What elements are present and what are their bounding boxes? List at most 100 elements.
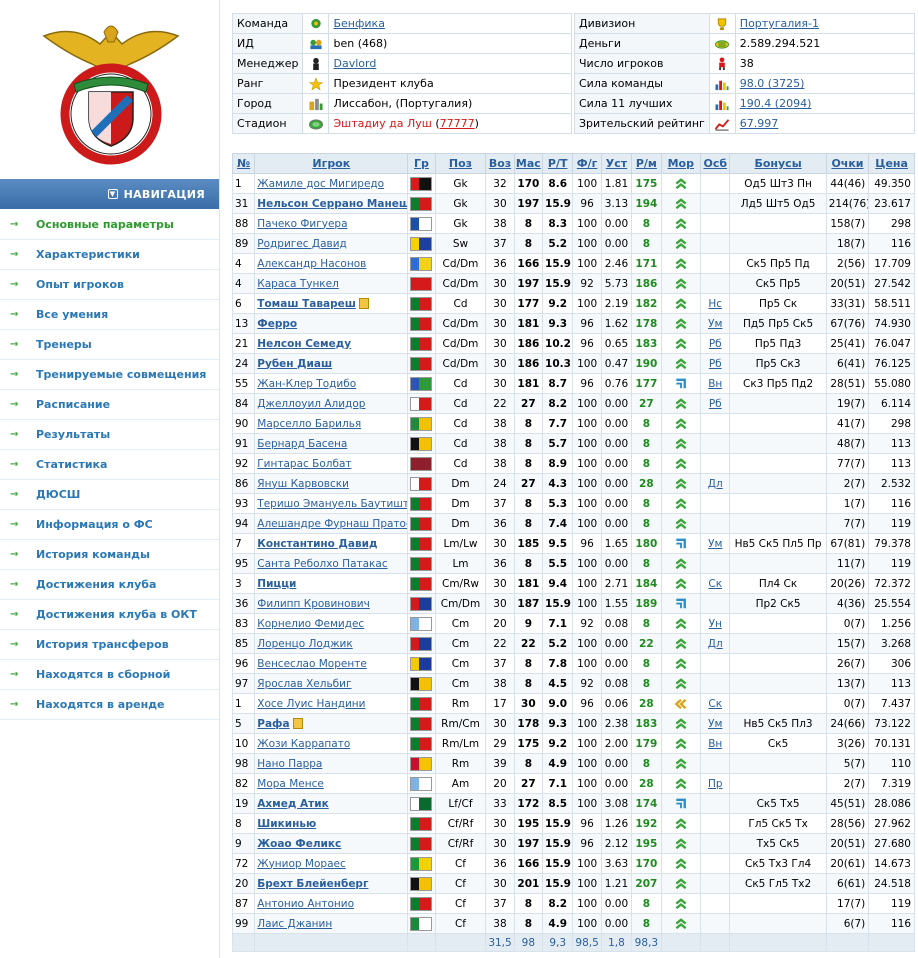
column-header-6[interactable]: Мас [513, 153, 544, 174]
player-name-link[interactable]: Хосе Луис Нандини [257, 697, 366, 710]
player-special-link[interactable]: Пр [707, 777, 723, 790]
stadium-link[interactable]: Эштадиу да Луш [333, 117, 432, 130]
nav-item-4[interactable]: → Все умения [0, 300, 219, 330]
column-header-14[interactable]: Очки [825, 153, 870, 174]
player-special-link[interactable]: Ум [708, 717, 723, 730]
column-header-9[interactable]: Уст [600, 153, 633, 174]
player-special-link[interactable]: Нс [708, 297, 723, 310]
player-name-link[interactable]: Пачеко Фигуера [257, 217, 348, 230]
column-header-7[interactable]: Р/Т [542, 153, 574, 174]
player-special-link[interactable]: Ун [708, 617, 722, 630]
player-name-link[interactable]: Нелсон Семеду [257, 337, 352, 350]
player-special-link[interactable]: Дл [707, 637, 723, 650]
player-special-link[interactable]: Рб [708, 357, 722, 370]
player-name-link[interactable]: Ярослав Хельбиг [257, 677, 352, 690]
nav-item-10[interactable]: → ДЮСШ [0, 480, 219, 510]
player-name-link[interactable]: Рубен Диаш [257, 357, 333, 370]
player-name-link[interactable]: Нано Парра [257, 757, 323, 770]
player-name-link[interactable]: Гинтарас Болбат [257, 457, 352, 470]
player-name-link[interactable]: Ахмед Атик [257, 797, 329, 810]
player-special-link[interactable]: Вн [708, 737, 723, 750]
column-header-4[interactable]: Поз [434, 153, 487, 174]
player-name-link[interactable]: Жоао Феликс [257, 837, 342, 850]
player-name-link[interactable]: Бернард Басена [257, 437, 348, 450]
player-name-link[interactable]: Жамиле дос Мигиредо [257, 177, 385, 190]
nav-toggle-icon[interactable]: ▼ [107, 189, 118, 199]
nav-item-3[interactable]: → Опыт игроков [0, 270, 219, 300]
nav-item-8[interactable]: → Результаты [0, 420, 219, 450]
player-name-link[interactable]: Жози Каррапато [257, 737, 351, 750]
player-name-link[interactable]: Лоренцо Лоджик [257, 637, 353, 650]
player-name-link[interactable]: Караса Тункел [257, 277, 339, 290]
player-name-link[interactable]: Константино Давид [257, 537, 378, 550]
nav-item-2[interactable]: → Характеристики [0, 240, 219, 270]
nav-item-6[interactable]: → Тренируемые совмещения [0, 360, 219, 390]
player-name-link[interactable]: Алешандре Фурнаш Пратос [257, 517, 408, 530]
player-special-link[interactable]: Ск [708, 697, 723, 710]
player-name-link[interactable]: Януш Карвовски [257, 477, 349, 490]
player-form: 100 [572, 753, 602, 774]
player-name-link[interactable]: Родригес Давид [257, 237, 347, 250]
nav-item-5[interactable]: → Тренеры [0, 330, 219, 360]
player-name-link[interactable]: Филипп Кровинович [257, 597, 370, 610]
note-icon[interactable] [358, 298, 369, 309]
player-special-link[interactable]: Рб [708, 397, 722, 410]
column-header-8[interactable]: Ф/г [572, 153, 602, 174]
column-header-10[interactable]: Р/м [631, 153, 662, 174]
player-special-link[interactable]: Дл [707, 477, 723, 490]
nav-item-1[interactable]: → Основные параметры [0, 210, 219, 240]
note-icon[interactable] [292, 718, 303, 729]
player-name-link[interactable]: Мора Менсе [257, 777, 324, 790]
player-name-link[interactable]: Санта Реболхо Патакас [257, 557, 388, 570]
nav-item-15[interactable]: → История трансферов [0, 630, 219, 660]
table-row: 9 Жоао Феликс Cf/Rf 30 197 15.9 96 2.12 195 Тх5 С… [231, 833, 915, 854]
column-header-2[interactable]: Игрок [254, 153, 409, 174]
nav-item-17[interactable]: → Находятся в аренде [0, 690, 219, 720]
nav-item-9[interactable]: → Статистика [0, 450, 219, 480]
column-header-12[interactable]: Осб [700, 153, 731, 174]
player-name-link[interactable]: Джеллоуил Алидор [257, 397, 366, 410]
column-header-1[interactable]: № [231, 153, 256, 174]
player-name-link[interactable]: Брехт Блейенберг [257, 877, 369, 890]
nav-item-12[interactable]: → История команды [0, 540, 219, 570]
nav-item-16[interactable]: → Находятся в сборной [0, 660, 219, 690]
info_left-value-link[interactable]: Davlord [333, 57, 377, 70]
info_right-value-link[interactable]: 67.997 [739, 117, 779, 130]
column-header-11[interactable]: Мор [660, 153, 702, 174]
player-name-link[interactable]: Жан-Клер Тодибо [257, 377, 357, 390]
nav-item-7[interactable]: → Расписание [0, 390, 219, 420]
player-name-link[interactable]: Корнелио Фемидес [257, 617, 365, 630]
player-name-link[interactable]: Теришо Эмануель Баутишта [257, 497, 408, 510]
nav-item-13[interactable]: → Достижения клуба [0, 570, 219, 600]
info_right-value-link[interactable]: Португалия-1 [739, 17, 819, 30]
player-bonuses [729, 453, 827, 474]
player-name-link[interactable]: Антонио Антонио [257, 897, 355, 910]
player-name-link[interactable]: Александр Насонов [257, 257, 367, 270]
stadium-capacity-link[interactable]: 77777 [439, 117, 475, 130]
player-name-link[interactable]: Марселло Барилья [257, 417, 362, 430]
player-name-link[interactable]: Пицци [257, 577, 297, 590]
info_right-value-link[interactable]: 190.4 (2094) [739, 97, 812, 110]
player-name-link[interactable]: Томаш Тавареш [257, 297, 356, 310]
info_left-value-link[interactable]: Бенфика [333, 17, 385, 30]
player-name-link[interactable]: Лаис Джанин [257, 917, 333, 930]
player-rt: 8.5 [542, 793, 574, 814]
player-special-link[interactable]: Вн [708, 377, 723, 390]
player-name-link[interactable]: Нельсон Серрано Манеш [257, 197, 408, 210]
nav-item-11[interactable]: → Информация о ФС [0, 510, 219, 540]
player-special-link[interactable]: Ум [708, 537, 723, 550]
player-name-link[interactable]: Ферро [257, 317, 298, 330]
info_right-value-link[interactable]: 98.0 (3725) [739, 77, 805, 90]
column-header-15[interactable]: Цена [868, 153, 915, 174]
player-special-link[interactable]: Ск [708, 577, 723, 590]
nav-item-14[interactable]: → Достижения клуба в ОКТ [0, 600, 219, 630]
player-name-link[interactable]: Шикинью [257, 817, 317, 830]
column-header-5[interactable]: Воз [485, 153, 515, 174]
player-name-link[interactable]: Рафа [257, 717, 290, 730]
column-header-13[interactable]: Бонусы [729, 153, 827, 174]
column-header-3[interactable]: Гр [407, 153, 436, 174]
player-name-link[interactable]: Венсеслао Моренте [257, 657, 367, 670]
player-name-link[interactable]: Жуниор Мораес [257, 857, 346, 870]
player-special-link[interactable]: Ум [708, 317, 723, 330]
player-special-link[interactable]: Рб [708, 337, 722, 350]
